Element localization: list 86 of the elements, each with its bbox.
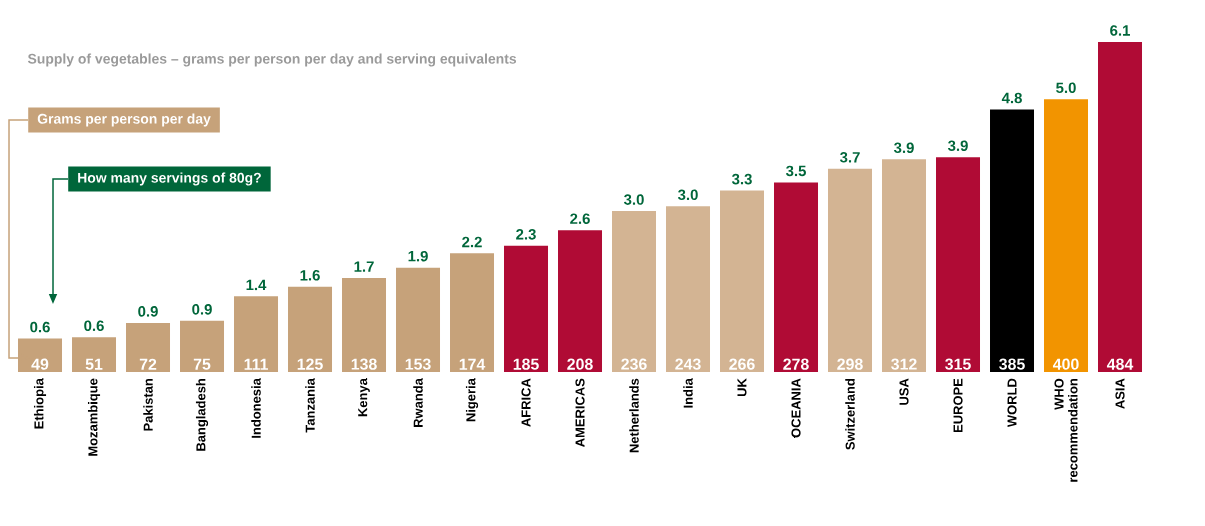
data-label: 236 bbox=[621, 358, 647, 370]
data-label: 72 bbox=[139, 358, 157, 370]
data-label: 51 bbox=[85, 358, 103, 370]
x-tick-label: AFRICA bbox=[521, 378, 531, 427]
bar bbox=[180, 320, 225, 372]
annotation: 1.4 bbox=[246, 279, 267, 291]
annotation: 2.3 bbox=[516, 229, 536, 240]
data-label: 243 bbox=[675, 358, 701, 370]
annotation: 3.0 bbox=[623, 194, 644, 205]
annotation: 5.0 bbox=[1056, 82, 1076, 94]
annotation: Grams per person per day bbox=[37, 113, 211, 127]
text: Supply of vegetables – grams per person per day and serving equivalents bbox=[27, 53, 517, 67]
bar bbox=[612, 211, 657, 372]
annotation: 1.9 bbox=[408, 250, 428, 262]
annotation: 6.1 bbox=[1110, 25, 1130, 36]
annotation: 3.5 bbox=[785, 165, 806, 177]
annotation: How many servings of 80g? bbox=[78, 172, 261, 186]
data-label: 278 bbox=[783, 358, 809, 370]
annotation: 3.9 bbox=[947, 140, 968, 152]
x-tick-label: Switzerland bbox=[845, 379, 855, 450]
x-tick-label: ASIA bbox=[1115, 378, 1125, 409]
data-label: 400 bbox=[1052, 358, 1079, 370]
annotation: 0.9 bbox=[138, 306, 158, 317]
x-tick-label: USA bbox=[899, 378, 909, 405]
data-label: 153 bbox=[405, 358, 431, 370]
bar bbox=[990, 109, 1035, 372]
x-tick-label: Bangladesh bbox=[195, 378, 209, 451]
bar bbox=[828, 168, 873, 372]
data-label: 208 bbox=[567, 358, 593, 370]
data-label: 125 bbox=[297, 358, 323, 370]
data-label: 484 bbox=[1106, 358, 1134, 370]
bar bbox=[126, 322, 171, 372]
annotation: 3.0 bbox=[677, 189, 698, 201]
x-tick-label: UK bbox=[737, 378, 747, 397]
bar bbox=[936, 157, 981, 372]
data-label: 312 bbox=[891, 358, 917, 370]
annotation: 1.7 bbox=[354, 261, 374, 272]
x-tick-label: Tanzania bbox=[305, 378, 315, 433]
bar bbox=[72, 337, 117, 372]
bar bbox=[1044, 99, 1089, 372]
bar bbox=[1098, 41, 1143, 372]
bar bbox=[504, 245, 549, 372]
x-tick-label: AMERICAS bbox=[575, 378, 585, 447]
data-label: 185 bbox=[513, 358, 539, 370]
x-tick-label: Indonesia bbox=[251, 378, 261, 438]
x-tick-label: Rwanda bbox=[413, 378, 423, 427]
annotation: 3.3 bbox=[731, 173, 752, 185]
bar bbox=[342, 277, 387, 372]
data-label: 75 bbox=[193, 358, 211, 370]
bar bbox=[234, 296, 279, 372]
x-tick-label: Netherlands bbox=[629, 378, 639, 453]
annotation: 0.6 bbox=[30, 321, 50, 333]
bar bbox=[666, 206, 711, 372]
bar bbox=[450, 253, 495, 372]
x-tick-label: Pakistan bbox=[143, 378, 153, 431]
x-tick-label: India bbox=[683, 378, 693, 408]
data-label: 49 bbox=[31, 358, 49, 370]
x-tick-label: WHO recommendation bbox=[1054, 378, 1078, 482]
annotation: 2.6 bbox=[570, 213, 590, 224]
annotation: 2.2 bbox=[462, 236, 482, 248]
data-label: 266 bbox=[729, 358, 755, 370]
annotation: 0.6 bbox=[84, 320, 104, 332]
annotation: 3.9 bbox=[893, 142, 914, 154]
data-label: 315 bbox=[945, 358, 971, 370]
x-tick-label: OCEANIA bbox=[791, 378, 801, 438]
x-tick-label: Nigeria bbox=[465, 378, 479, 422]
data-label: 111 bbox=[244, 358, 268, 370]
data-label: 298 bbox=[837, 358, 863, 370]
bar bbox=[882, 159, 927, 372]
bar bbox=[558, 230, 603, 372]
bar bbox=[396, 267, 441, 372]
annotation: 4.8 bbox=[1001, 92, 1022, 104]
x-tick-label: WORLD bbox=[1007, 378, 1017, 428]
data-label: 138 bbox=[351, 358, 377, 370]
annotation: 3.7 bbox=[839, 152, 860, 163]
bar bbox=[288, 286, 333, 372]
x-tick-label: EUROPE bbox=[953, 378, 963, 433]
data-label: 174 bbox=[459, 358, 486, 370]
x-tick-label: Kenya bbox=[358, 378, 370, 417]
data-label: 385 bbox=[999, 358, 1025, 370]
annotation: 0.9 bbox=[192, 304, 212, 315]
annotation: 1.6 bbox=[300, 269, 320, 281]
x-tick-label: Mozambique bbox=[87, 378, 101, 456]
bar bbox=[774, 182, 819, 372]
x-tick-label: Ethiopia bbox=[33, 378, 47, 429]
bar bbox=[720, 190, 765, 372]
